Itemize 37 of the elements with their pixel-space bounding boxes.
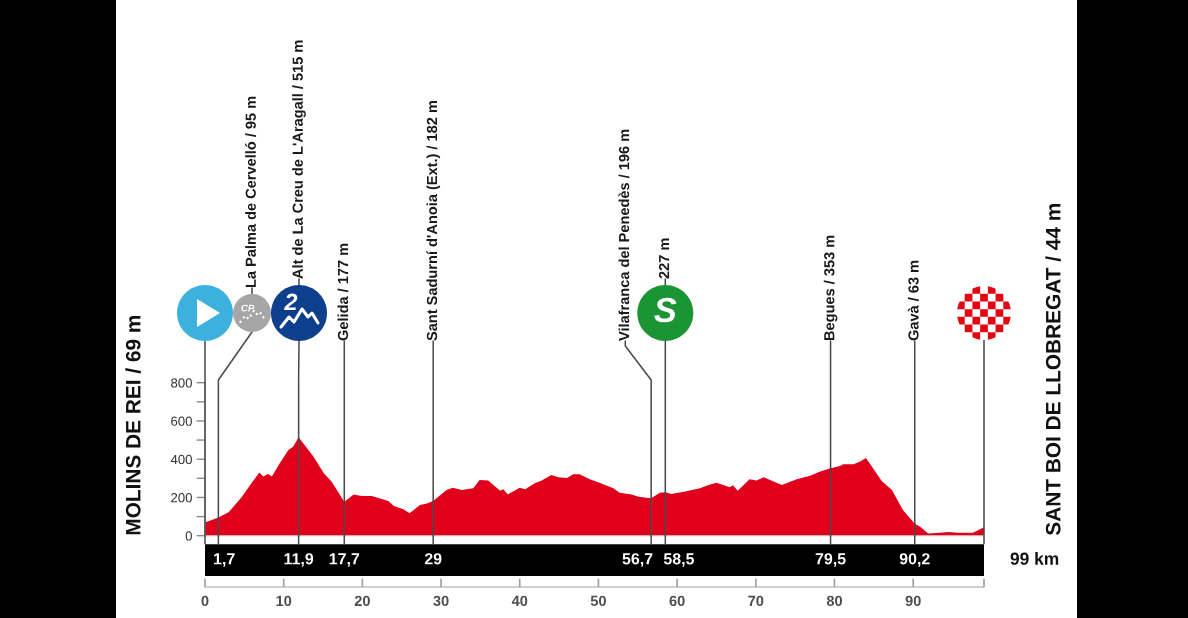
x-tick-label: 90	[905, 595, 921, 607]
ref-line-label: 58,5	[663, 553, 695, 567]
ref-line-label: 29	[424, 553, 442, 565]
annotation: Begues / 353 m	[823, 235, 838, 341]
ref-line-label: 56,7	[622, 553, 653, 567]
x-tick-label: 70	[748, 595, 764, 607]
ref-line-label: 90,2	[899, 553, 930, 567]
x-tick-label: 30	[433, 595, 449, 607]
ref-line-label: 11,9	[284, 553, 314, 567]
annotation: 227 m	[658, 238, 670, 279]
text: MOLINS DE REI / 69 m	[125, 315, 141, 535]
y-tick-label: 400	[170, 454, 192, 465]
annotation: Gelida / 177 m	[337, 243, 349, 341]
y-tick-label: 600	[171, 416, 192, 426]
y-tick-label: 200	[171, 493, 192, 503]
x-tick-label: 80	[826, 595, 843, 607]
x-tick-label: 20	[354, 595, 370, 607]
x-tick-label: 0	[201, 595, 209, 607]
text: SANT BOI DE LLOBREGAT / 44 m	[1045, 204, 1061, 536]
ref-line-label: 99 km	[1010, 552, 1059, 565]
ref-line-label: 1,7	[214, 553, 235, 567]
annotation: Gavà / 63 m	[907, 260, 919, 341]
y-tick-label: 800	[171, 378, 192, 388]
x-tick-label: 50	[590, 595, 606, 607]
x-tick-label: 40	[511, 595, 528, 607]
text: S	[654, 297, 677, 323]
text: 2	[284, 293, 298, 311]
annotation: Sant Sadurní d'Anoia (Ext.) / 182 m	[426, 101, 441, 341]
x-tick-label: 10	[276, 595, 292, 607]
ref-line-label: 17,7	[329, 553, 360, 567]
annotation: La Palma de Cervelló / 95 m	[245, 96, 257, 288]
text: CP	[241, 304, 255, 312]
annotation: Alt de La Creu de L'Aragall / 515 m	[292, 40, 306, 279]
y-tick-label: 0	[185, 531, 192, 541]
ref-line-label: 79,5	[815, 553, 846, 567]
x-tick-label: 60	[669, 595, 685, 607]
annotation: Vilafranca del Penedès / 196 m	[618, 129, 630, 341]
